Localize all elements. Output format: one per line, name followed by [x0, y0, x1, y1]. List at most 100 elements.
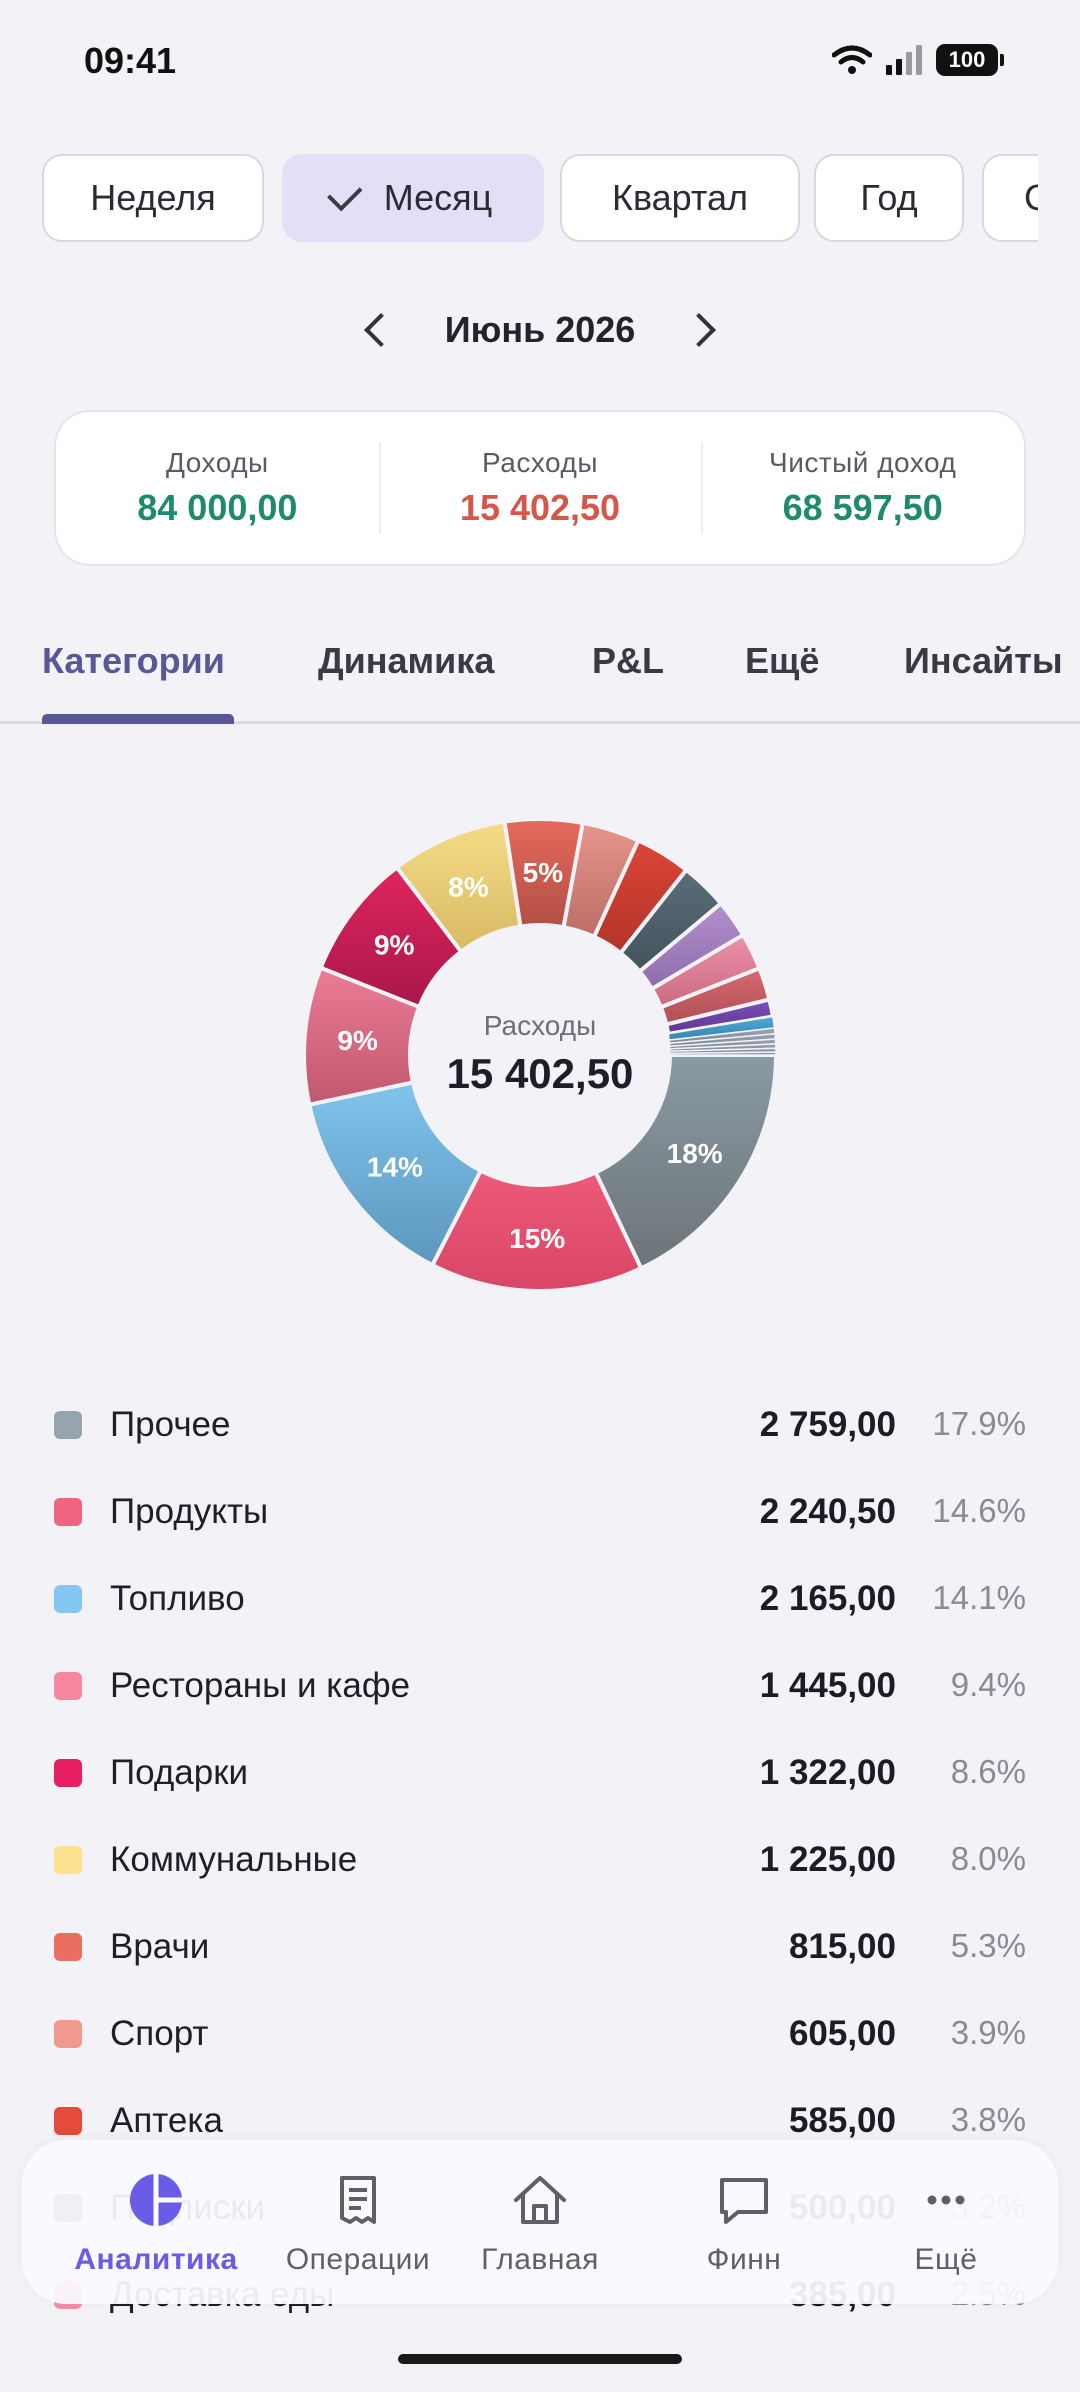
chip-label: Неделя: [90, 177, 216, 218]
expense-donut-chart: 18% 15% 14% 9% 9% 8% 5% Расходы 15 402,50: [302, 817, 778, 1293]
donut-center-value: 15 402,50: [447, 1050, 634, 1097]
donut-center-label: Расходы: [484, 1010, 596, 1041]
chip-year[interactable]: Год: [814, 154, 964, 242]
donut-slice-label: 8%: [448, 872, 489, 903]
wifi-icon: [832, 45, 872, 74]
donut-slice-label: 5%: [523, 857, 564, 888]
analytics-tabs: Категории Динамика P&L Ещё Инсайты: [0, 620, 1080, 724]
donut-slice-label: 18%: [667, 1138, 723, 1169]
donut-slice-label: 14%: [367, 1151, 423, 1182]
period-chips: Неделя Месяц Квартал Год С: [42, 154, 1038, 244]
nav-label: Финн: [706, 2243, 782, 2276]
nav-home[interactable]: Главная: [440, 2170, 640, 2277]
legend-category-name: Топливо: [110, 1579, 245, 1618]
chat-bubble-icon: [720, 2178, 768, 2224]
summary-card: Доходы 84 000,00 Расходы 15 402,50 Чисты…: [54, 410, 1026, 566]
legend-percent: 3.8%: [950, 2101, 1026, 2138]
legend-row[interactable]: Топливо 2 165,00 14.1%: [0, 1569, 1080, 1629]
legend-row[interactable]: Продукты 2 240,50 14.6%: [0, 1482, 1080, 1542]
income-value: 84 000,00: [137, 487, 298, 528]
legend-percent: 17.9%: [932, 1405, 1026, 1442]
legend-row[interactable]: Спорт 605,00 3.9%: [0, 2004, 1080, 2064]
legend-row[interactable]: Аптека 585,00 3.8%: [0, 2091, 1080, 2151]
legend-color-swatch: [54, 2020, 82, 2048]
home-indicator: [398, 2354, 682, 2364]
donut-slice-label: 9%: [374, 929, 415, 960]
chip-quarter[interactable]: Квартал: [560, 154, 800, 242]
chevron-left-icon[interactable]: [363, 313, 398, 347]
legend-percent: 8.6%: [950, 1753, 1026, 1790]
period-navigator: Июнь 2026: [0, 300, 1080, 360]
legend-amount: 815,00: [788, 1927, 896, 1966]
tab-more[interactable]: Ещё: [745, 640, 820, 681]
period-label: Июнь 2026: [444, 309, 636, 350]
nav-label: Главная: [481, 2243, 599, 2276]
nav-analytics[interactable]: Аналитика: [56, 2170, 256, 2277]
legend-percent: 14.6%: [932, 1492, 1026, 1529]
more-dots-icon: [927, 2195, 965, 2205]
chip-week[interactable]: Неделя: [42, 154, 264, 242]
nav-label: Операции: [285, 2243, 431, 2276]
status-bar: 09:41 100: [0, 0, 1080, 130]
legend-amount: 585,00: [788, 2101, 896, 2140]
legend-color-swatch: [54, 1933, 82, 1961]
income-label: Доходы: [166, 447, 269, 478]
legend-row[interactable]: Рестораны и кафе 1 445,00 9.4%: [0, 1656, 1080, 1716]
chevron-right-icon[interactable]: [682, 313, 717, 347]
donut-slice[interactable]: [593, 1053, 778, 1271]
nav-more[interactable]: Ещё: [846, 2170, 1046, 2277]
legend-row[interactable]: Коммунальные 1 225,00 8.0%: [0, 1830, 1080, 1890]
summary-income: Доходы 84 000,00: [56, 412, 379, 564]
legend-category-name: Подарки: [110, 1753, 249, 1792]
tab-dynamics[interactable]: Динамика: [318, 640, 495, 681]
legend-category-name: Продукты: [110, 1492, 269, 1531]
legend-amount: 1 322,00: [759, 1753, 896, 1792]
donut-slice[interactable]: [669, 1051, 777, 1056]
cellular-signal-icon: [886, 45, 922, 75]
chip-custom[interactable]: С: [982, 154, 1038, 242]
legend-category-name: Спорт: [110, 2014, 209, 2053]
chip-label: Год: [860, 177, 918, 218]
chip-label: С: [1024, 177, 1038, 218]
status-time: 09:41: [84, 40, 177, 81]
legend-percent: 8.0%: [950, 1840, 1026, 1877]
chip-month[interactable]: Месяц: [282, 154, 544, 242]
summary-net: Чистый доход 68 597,50: [701, 412, 1024, 564]
active-tab-indicator: [42, 714, 234, 724]
chip-label: Месяц: [383, 177, 493, 218]
bottom-nav: Аналитика Операции Главная Финн Ещё: [22, 2140, 1058, 2304]
legend-color-swatch: [54, 1846, 82, 1874]
legend-color-swatch: [54, 1498, 82, 1526]
legend-category-name: Врачи: [110, 1927, 210, 1966]
tab-insights[interactable]: Инсайты: [904, 640, 1063, 681]
nav-finn-chat[interactable]: Финн: [644, 2170, 844, 2277]
legend-color-swatch: [54, 1672, 82, 1700]
home-icon: [514, 2176, 566, 2224]
net-income-value: 68 597,50: [782, 487, 943, 528]
net-income-label: Чистый доход: [769, 447, 957, 478]
receipt-icon: [340, 2176, 376, 2224]
tab-pnl[interactable]: P&L: [592, 640, 664, 681]
legend-percent: 5.3%: [950, 1927, 1026, 1964]
expense-label: Расходы: [482, 447, 598, 478]
legend-percent: 9.4%: [950, 1666, 1026, 1703]
legend-category-name: Коммунальные: [110, 1840, 358, 1879]
analytics-pie-icon: [130, 2174, 182, 2226]
battery-indicator: 100: [936, 44, 1004, 76]
expense-value: 15 402,50: [459, 487, 621, 528]
legend-color-swatch: [54, 1411, 82, 1439]
legend-color-swatch: [54, 1759, 82, 1787]
legend-row[interactable]: Подарки 1 322,00 8.6%: [0, 1743, 1080, 1803]
nav-label: Ещё: [914, 2243, 978, 2276]
legend-amount: 2 240,50: [759, 1492, 896, 1531]
tab-categories[interactable]: Категории: [42, 640, 225, 681]
legend-row[interactable]: Прочее 2 759,00 17.9%: [0, 1395, 1080, 1455]
legend-amount: 2 759,00: [759, 1405, 896, 1444]
nav-label: Аналитика: [74, 2243, 238, 2276]
legend-amount: 605,00: [788, 2014, 896, 2053]
nav-operations[interactable]: Операции: [258, 2170, 458, 2277]
checkmark-icon: [326, 176, 363, 212]
legend-row[interactable]: Врачи 815,00 5.3%: [0, 1917, 1080, 1977]
legend-category-name: Прочее: [110, 1405, 231, 1444]
legend-category-name: Рестораны и кафе: [110, 1666, 411, 1705]
